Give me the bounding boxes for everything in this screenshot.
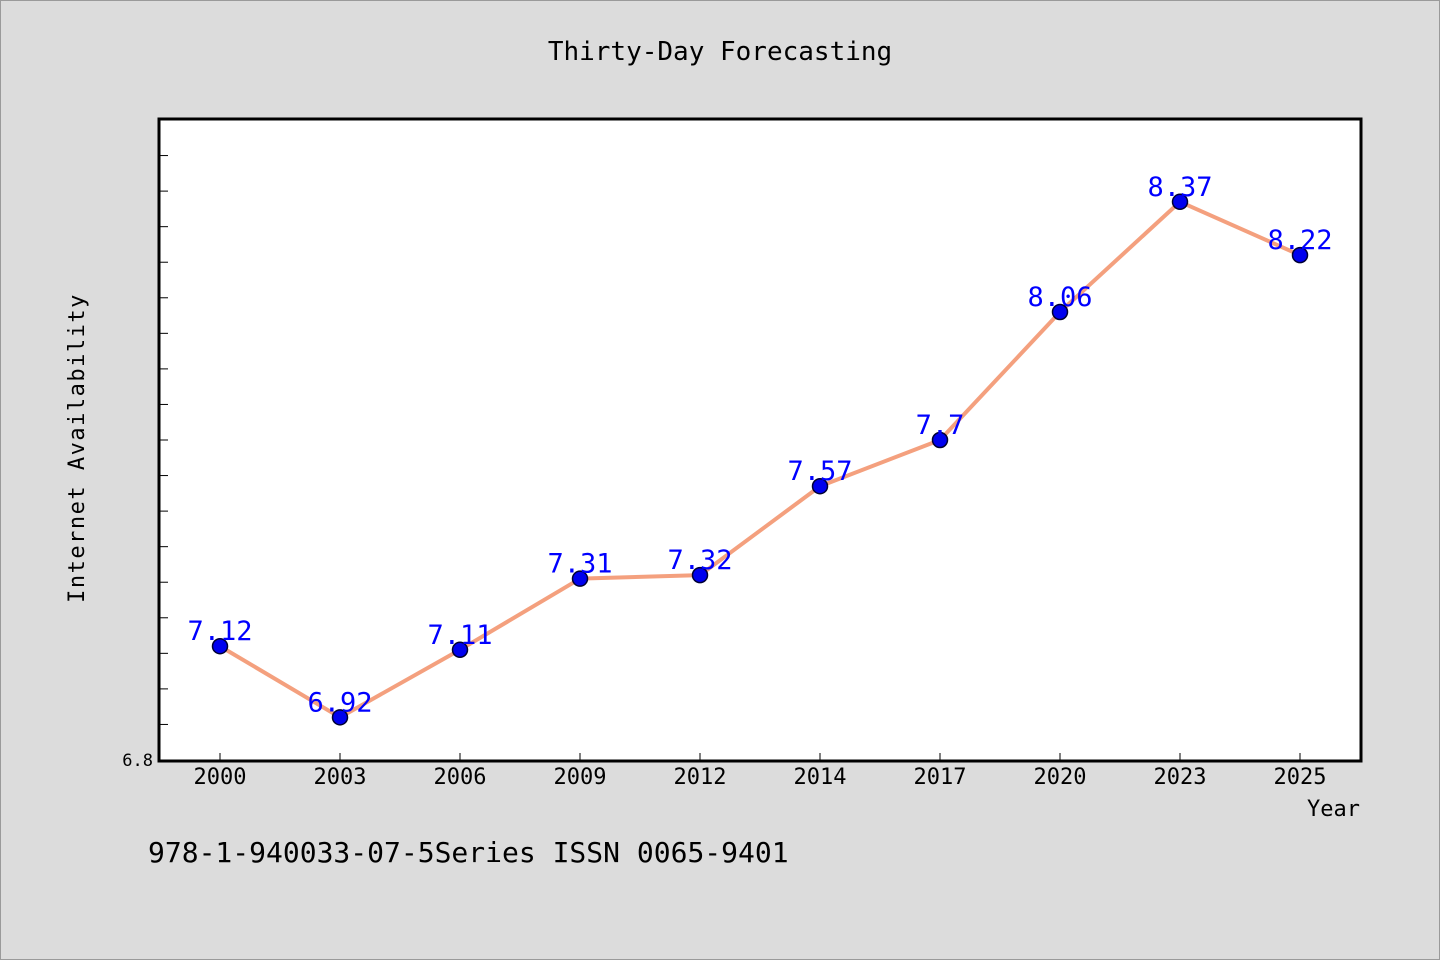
x-tick-label: 2012 bbox=[674, 765, 727, 790]
data-label: 8.37 bbox=[1147, 172, 1212, 203]
x-axis-tick-labels: 2000 2003 2006 2009 2012 2014 2017 2020 2023 2025 bbox=[194, 765, 1327, 790]
x-tick-label: 2003 bbox=[314, 765, 367, 790]
x-tick-label: 2009 bbox=[554, 765, 607, 790]
x-tick-label: 2006 bbox=[434, 765, 487, 790]
data-label: 6.92 bbox=[307, 687, 372, 718]
y-tick-label: 6.8 bbox=[122, 751, 153, 771]
x-tick-label: 2025 bbox=[1274, 765, 1327, 790]
x-tick-label: 2000 bbox=[194, 765, 247, 790]
data-point bbox=[1291, 246, 1309, 264]
x-axis-ticks bbox=[219, 753, 1301, 760]
x-tick-label: 2014 bbox=[794, 765, 847, 790]
data-point bbox=[1051, 303, 1069, 321]
data-point bbox=[811, 477, 829, 495]
data-point bbox=[451, 641, 469, 659]
data-point bbox=[571, 570, 589, 587]
data-label: 7.31 bbox=[547, 549, 612, 580]
data-label: 7.57 bbox=[787, 456, 852, 487]
data-label: 7.11 bbox=[427, 620, 492, 651]
data-point bbox=[331, 709, 349, 726]
chart-title: Thirty-Day Forecasting bbox=[548, 37, 892, 67]
x-axis-label: Year bbox=[1307, 797, 1360, 822]
data-point bbox=[1171, 193, 1189, 211]
data-point bbox=[211, 637, 229, 655]
plot-area bbox=[157, 117, 1363, 763]
data-label: 8.06 bbox=[1027, 282, 1092, 313]
x-tick-label: 2023 bbox=[1154, 765, 1207, 790]
data-point bbox=[931, 431, 949, 449]
data-label: 7.7 bbox=[916, 410, 965, 441]
y-axis-label: Internet Availability bbox=[65, 293, 90, 603]
y-axis-tick-labels: 6.8 bbox=[122, 751, 153, 771]
footer-text: 978-1-940033-07-5Series ISSN 0065-9401 bbox=[148, 836, 789, 869]
data-label: 8.22 bbox=[1267, 225, 1332, 256]
x-tick-label: 2017 bbox=[914, 765, 967, 790]
data-labels: 7.12 6.92 7.11 7.31 7.32 7.57 7.7 8.06 8.37 8.22 bbox=[187, 172, 1332, 719]
y-axis-ticks bbox=[160, 155, 168, 725]
x-tick-label: 2020 bbox=[1034, 765, 1087, 790]
data-label: 7.32 bbox=[667, 545, 732, 576]
series-line bbox=[218, 199, 1301, 720]
series-markers bbox=[211, 193, 1309, 726]
data-point bbox=[691, 566, 709, 584]
data-label: 7.12 bbox=[187, 616, 252, 647]
